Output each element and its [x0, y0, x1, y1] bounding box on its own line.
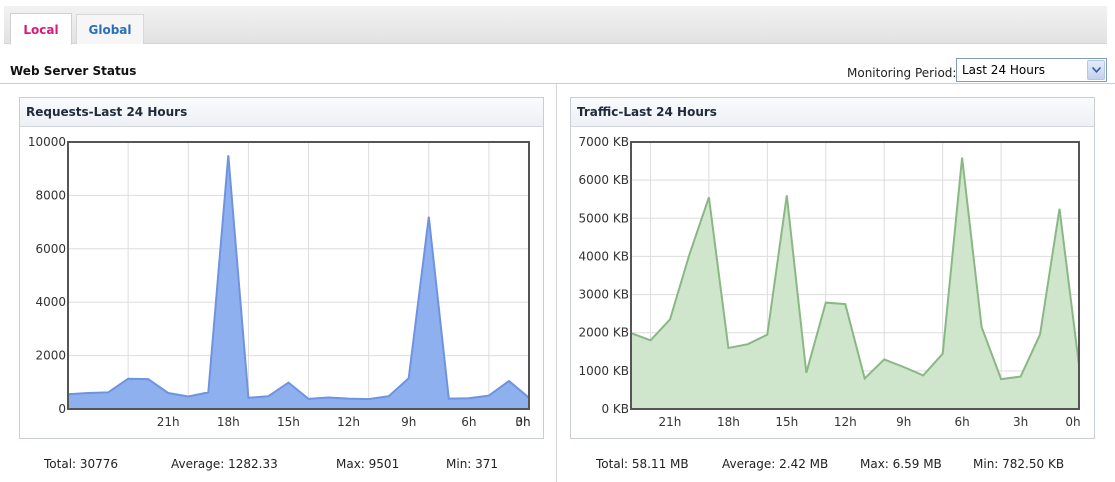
requests-y-tick-label: 8000: [35, 188, 66, 202]
requests-x-tick-label: 0h: [515, 415, 530, 429]
traffic-x-tick-label: 3h: [1013, 415, 1028, 429]
requests-chart-title: Requests-Last 24 Hours: [20, 98, 543, 127]
traffic-chart: 0 KB 1000 KB 2000 KB 3000 KB 4000 KB 5000 KB 6…: [579, 135, 1081, 429]
requests-x-tick-label: 18h: [217, 415, 240, 429]
requests-panel: Requests-Last 24 Hours 0 2000 4000 6000 8000…: [19, 97, 544, 439]
traffic-y-tick-label: 3000 KB: [579, 288, 629, 302]
page-title: Web Server Status: [10, 64, 137, 78]
requests-y-tick-label: 10000: [28, 135, 66, 149]
traffic-x-tick-label: 18h: [717, 415, 740, 429]
traffic-y-tick-label: 0 KB: [601, 402, 629, 416]
traffic-x-tick-label: 12h: [834, 415, 857, 429]
header-divider: [0, 83, 1115, 84]
requests-x-tick-label: 9h: [401, 415, 416, 429]
requests-x-tick-label: 12h: [337, 415, 360, 429]
requests-chart: 0 2000 4000 6000 8000 10000 21h 18h 15h 12h 9h 6h 3h…: [28, 135, 531, 429]
requests-plot-frame: [67, 141, 530, 410]
traffic-series-line: [630, 157, 1080, 381]
traffic-plot-frame: [630, 141, 1080, 410]
requests-plot-area: [68, 142, 529, 409]
traffic-y-tick-label: 6000 KB: [579, 173, 629, 187]
panel-divider: [556, 84, 557, 482]
monitoring-period-value: Last 24 Hours: [962, 63, 1046, 77]
requests-x-tick-label: 6h: [461, 415, 476, 429]
traffic-min: Min: 782.50 KB: [973, 457, 1065, 471]
monitoring-period-label: Monitoring Period:: [847, 66, 957, 80]
tab-local[interactable]: Local: [10, 13, 72, 45]
tab-global[interactable]: Global: [76, 14, 144, 44]
requests-x-tick-label: 15h: [277, 415, 300, 429]
requests-y-tick-label: 4000: [35, 295, 66, 309]
traffic-x-tick-label: 9h: [896, 415, 911, 429]
traffic-x-tick-label: 6h: [955, 415, 970, 429]
traffic-chart-title: Traffic-Last 24 Hours: [571, 98, 1094, 127]
requests-y-tick-label: 0: [58, 402, 66, 416]
requests-total: Total: 30776: [44, 457, 119, 471]
requests-average: Average: 1282.33: [171, 457, 278, 471]
requests-x-tick-label: 21h: [157, 415, 180, 429]
traffic-x-tick-label: 0h: [1065, 415, 1080, 429]
chevron-down-icon[interactable]: [1087, 60, 1105, 80]
traffic-total: Total: 58.11 MB: [596, 457, 689, 471]
requests-max: Max: 9501: [336, 457, 400, 471]
requests-y-tick-label: 2000: [35, 349, 66, 363]
traffic-y-tick-label: 1000 KB: [579, 364, 629, 378]
requests-min: Min: 371: [446, 457, 499, 471]
traffic-max: Max: 6.59 MB: [860, 457, 942, 471]
tab-strip: Local Global: [4, 6, 1107, 45]
traffic-y-tick-label: 5000 KB: [579, 211, 629, 225]
traffic-x-tick-label: 15h: [775, 415, 798, 429]
monitoring-period-select[interactable]: Last 24 Hours: [956, 58, 1107, 82]
traffic-y-tick-label: 2000 KB: [579, 326, 629, 340]
traffic-x-tick-label: 21h: [659, 415, 682, 429]
traffic-average: Average: 2.42 MB: [722, 457, 829, 471]
requests-series-line: [67, 155, 530, 401]
requests-x-tick-label: 3h: [515, 415, 530, 429]
traffic-panel: Traffic-Last 24 Hours 0 KB 1000 KB 2000 KB…: [570, 97, 1095, 439]
requests-y-tick-label: 6000: [35, 242, 66, 256]
traffic-y-tick-label: 7000 KB: [579, 135, 629, 149]
traffic-y-tick-label: 4000 KB: [579, 249, 629, 263]
